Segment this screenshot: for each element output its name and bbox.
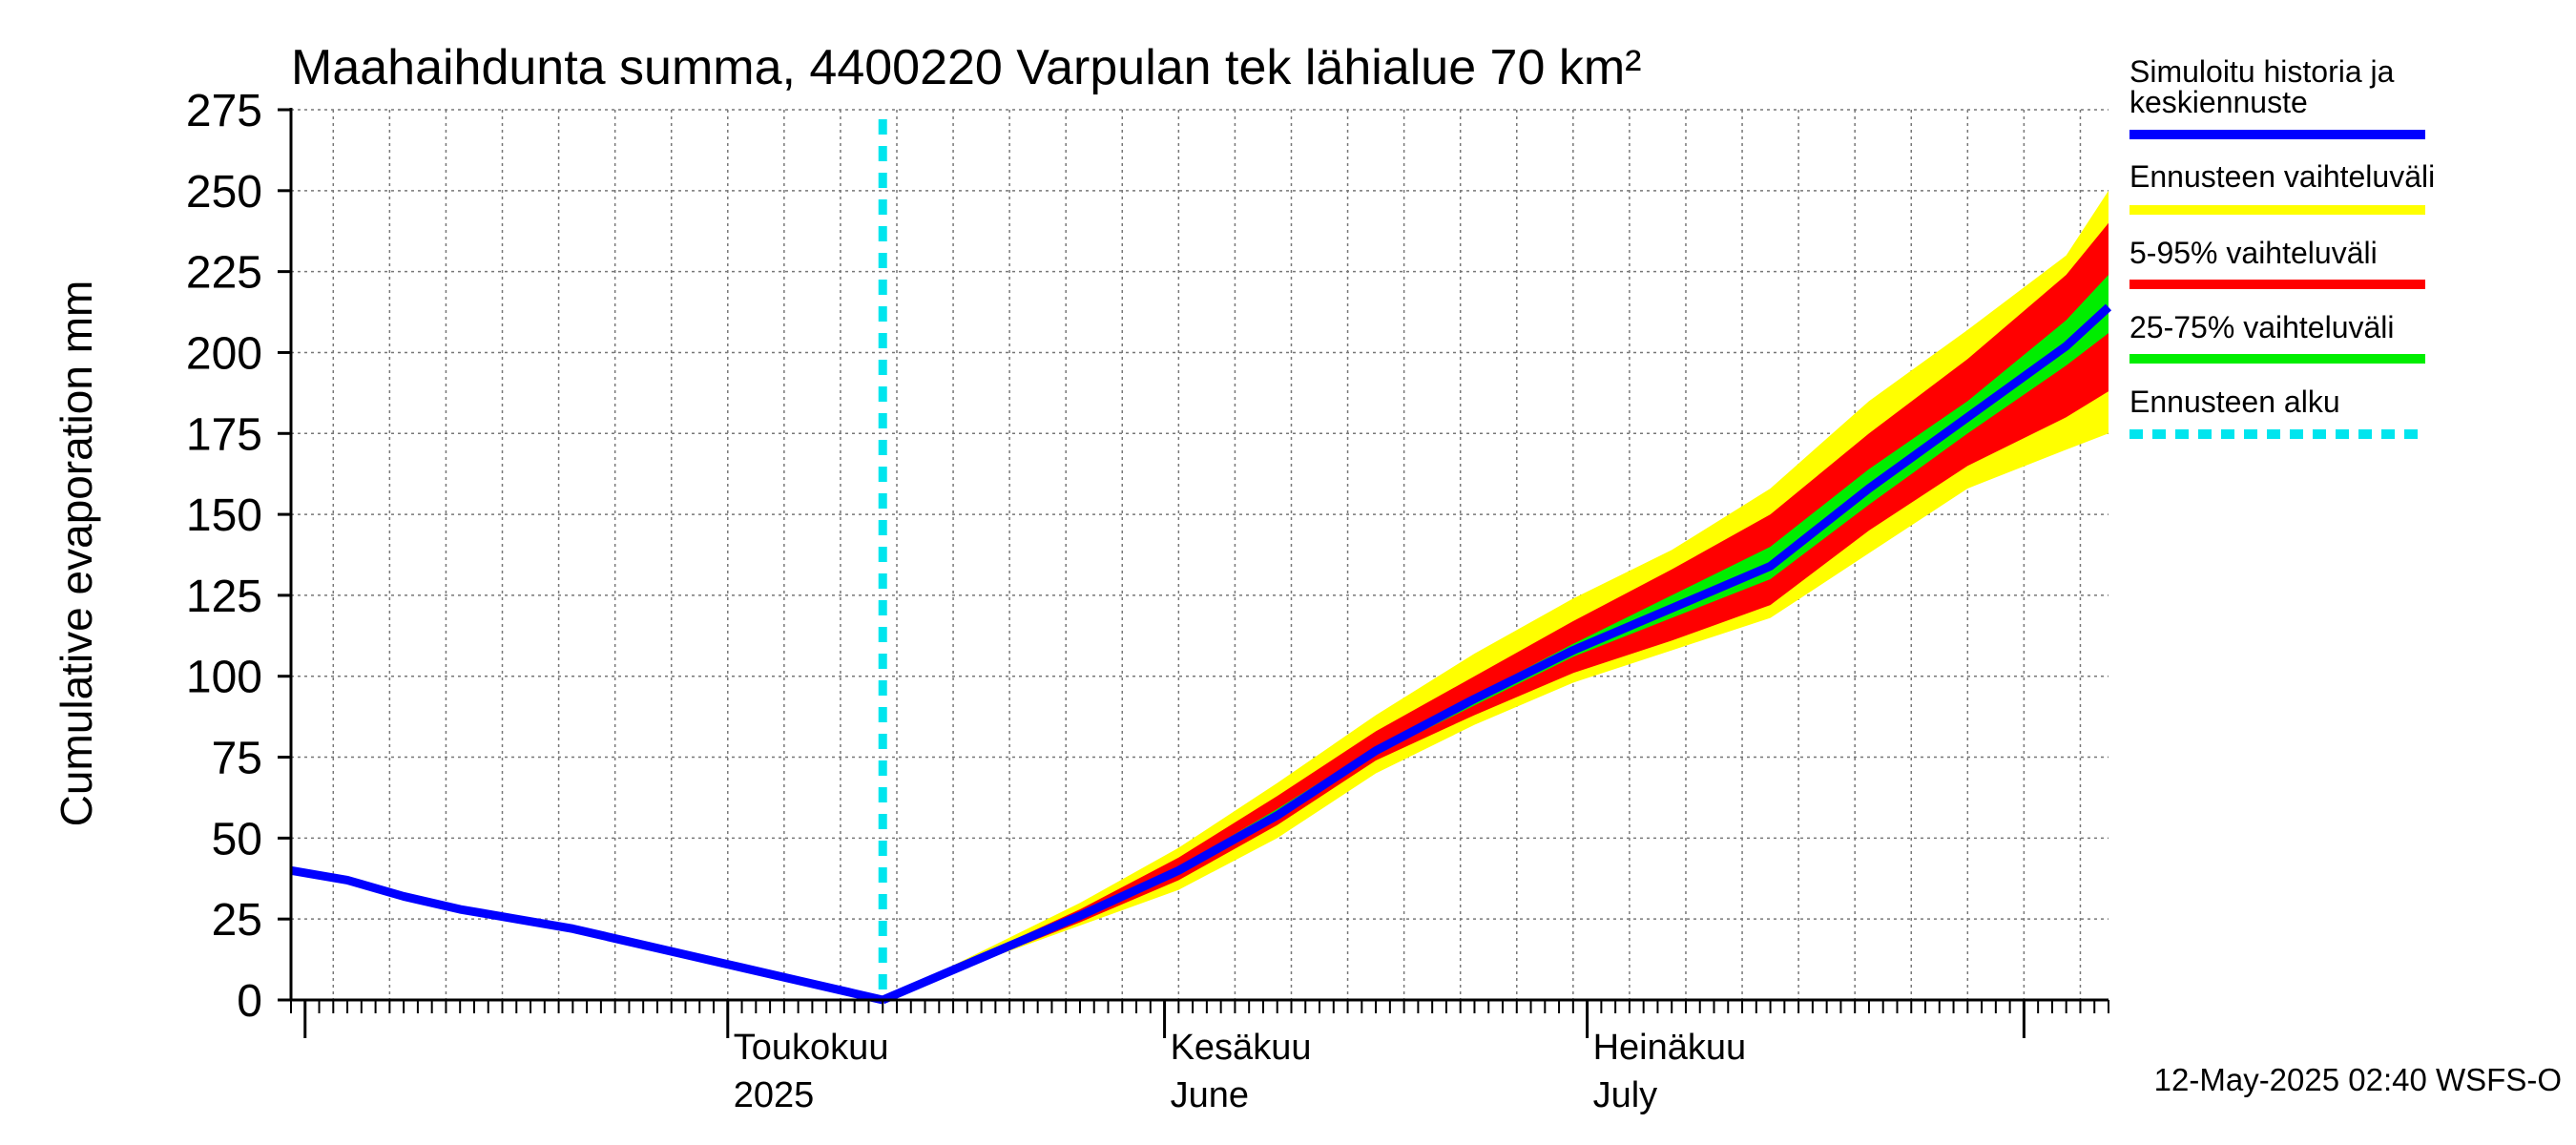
legend-label: Ennusteen vaihteluväli <box>2129 159 2435 194</box>
y-tick-label: 200 <box>186 328 262 379</box>
y-tick-label: 175 <box>186 409 262 460</box>
y-tick-label: 0 <box>237 976 262 1027</box>
x-month-label: Heinäkuu <box>1593 1028 1747 1068</box>
x-month-sublabel: 2025 <box>734 1075 815 1115</box>
timestamp-footer: 12-May-2025 02:40 WSFS-O <box>2154 1062 2562 1097</box>
x-month-label: Toukokuu <box>734 1028 889 1068</box>
x-month-label: Kesäkuu <box>1171 1028 1312 1068</box>
y-tick-label: 225 <box>186 248 262 299</box>
axes: 0 25 50 75 100 125 150 175 200 225 250 275 Toukokuu 2… <box>186 86 2109 1115</box>
chart-title: Maahaihdunta summa, 4400220 Varpulan tek… <box>291 40 1641 95</box>
x-month-sublabel: July <box>1593 1075 1658 1115</box>
y-tick-label: 50 <box>212 814 262 864</box>
plot-area: 0 25 50 75 100 125 150 175 200 225 250 275 Toukokuu 2… <box>186 86 2112 1115</box>
series-lines <box>290 119 2112 1005</box>
y-axis-label: Cumulative evaporation mm <box>52 281 101 827</box>
y-tick-label: 150 <box>186 490 262 541</box>
y-tick-label: 25 <box>212 895 262 946</box>
legend-label: Ennusteen alku <box>2129 385 2340 419</box>
legend-label-cont: keskiennuste <box>2129 85 2308 119</box>
grid-lines <box>291 109 2109 1001</box>
history-line <box>290 865 884 1005</box>
y-tick-label: 250 <box>186 167 262 218</box>
legend-label: 25-75% vaihteluväli <box>2129 310 2395 344</box>
y-tick-label: 125 <box>186 572 262 622</box>
y-tick-label: 75 <box>212 734 262 784</box>
x-month-sublabel: June <box>1171 1075 1249 1115</box>
median-forecast-line <box>881 303 2112 1005</box>
y-tick-label: 275 <box>186 86 262 136</box>
legend-label: Simuloitu historia ja <box>2129 54 2395 89</box>
y-tick-label: 100 <box>186 653 262 703</box>
legend-label: 5-95% vaihteluväli <box>2129 236 2378 270</box>
